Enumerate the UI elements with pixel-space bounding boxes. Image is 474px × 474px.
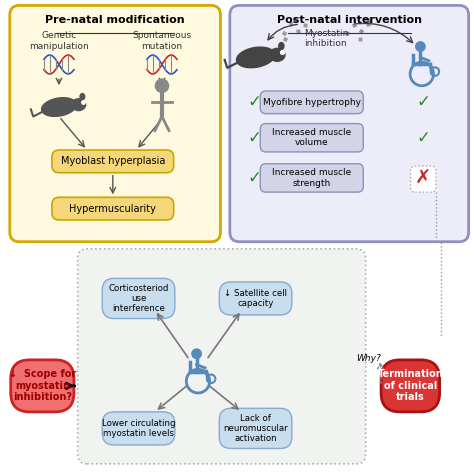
Text: ↓  Scope for
myostatin
inhibition?: ↓ Scope for myostatin inhibition? xyxy=(9,369,76,402)
Ellipse shape xyxy=(279,43,284,49)
FancyBboxPatch shape xyxy=(10,5,220,242)
FancyBboxPatch shape xyxy=(219,282,292,315)
Text: Hypermuscularity: Hypermuscularity xyxy=(69,204,156,214)
FancyBboxPatch shape xyxy=(260,164,363,192)
FancyBboxPatch shape xyxy=(78,249,365,464)
Text: ✓: ✓ xyxy=(248,169,262,187)
FancyBboxPatch shape xyxy=(260,91,363,114)
FancyBboxPatch shape xyxy=(260,124,363,152)
Text: Termination
of clinical
trials: Termination of clinical trials xyxy=(377,369,443,402)
Text: Why?: Why? xyxy=(356,354,381,363)
Ellipse shape xyxy=(80,93,85,100)
FancyBboxPatch shape xyxy=(410,166,436,192)
FancyBboxPatch shape xyxy=(381,360,439,412)
Ellipse shape xyxy=(42,98,76,117)
Circle shape xyxy=(416,42,425,51)
Text: ✓: ✓ xyxy=(416,129,430,147)
Text: Post-natal intervention: Post-natal intervention xyxy=(277,15,422,25)
Text: Spontaneous
mutation: Spontaneous mutation xyxy=(132,31,191,51)
Text: Pre-natal modification: Pre-natal modification xyxy=(46,15,185,25)
Text: ✓: ✓ xyxy=(416,93,430,111)
Text: Lack of
neuromuscular
activation: Lack of neuromuscular activation xyxy=(223,413,288,443)
Text: ↓ Satellite cell
capacity: ↓ Satellite cell capacity xyxy=(224,289,287,308)
Text: Myofibre hypertrophy: Myofibre hypertrophy xyxy=(263,98,361,107)
Text: ✓: ✓ xyxy=(248,129,262,147)
Text: Myostatin
inhibition: Myostatin inhibition xyxy=(304,29,348,48)
FancyBboxPatch shape xyxy=(102,412,175,445)
Text: ✓: ✓ xyxy=(248,93,262,111)
Text: Lower circulating
myostatin levels: Lower circulating myostatin levels xyxy=(102,419,175,438)
FancyBboxPatch shape xyxy=(230,5,469,242)
FancyBboxPatch shape xyxy=(52,197,173,220)
Text: ✗: ✗ xyxy=(415,168,431,187)
Text: Corticosteriod
use
interference: Corticosteriod use interference xyxy=(109,283,169,313)
Ellipse shape xyxy=(72,99,86,110)
FancyBboxPatch shape xyxy=(11,360,74,412)
FancyBboxPatch shape xyxy=(219,408,292,448)
Text: Increased muscle
volume: Increased muscle volume xyxy=(272,128,351,147)
FancyBboxPatch shape xyxy=(102,278,175,319)
Ellipse shape xyxy=(270,48,285,61)
Text: Genetic
manipulation: Genetic manipulation xyxy=(29,31,89,51)
FancyBboxPatch shape xyxy=(52,150,173,173)
Ellipse shape xyxy=(237,47,275,68)
Circle shape xyxy=(192,349,201,358)
Circle shape xyxy=(155,79,169,92)
Text: Increased muscle
strength: Increased muscle strength xyxy=(272,168,351,188)
Text: Myoblast hyperplasia: Myoblast hyperplasia xyxy=(61,156,165,166)
